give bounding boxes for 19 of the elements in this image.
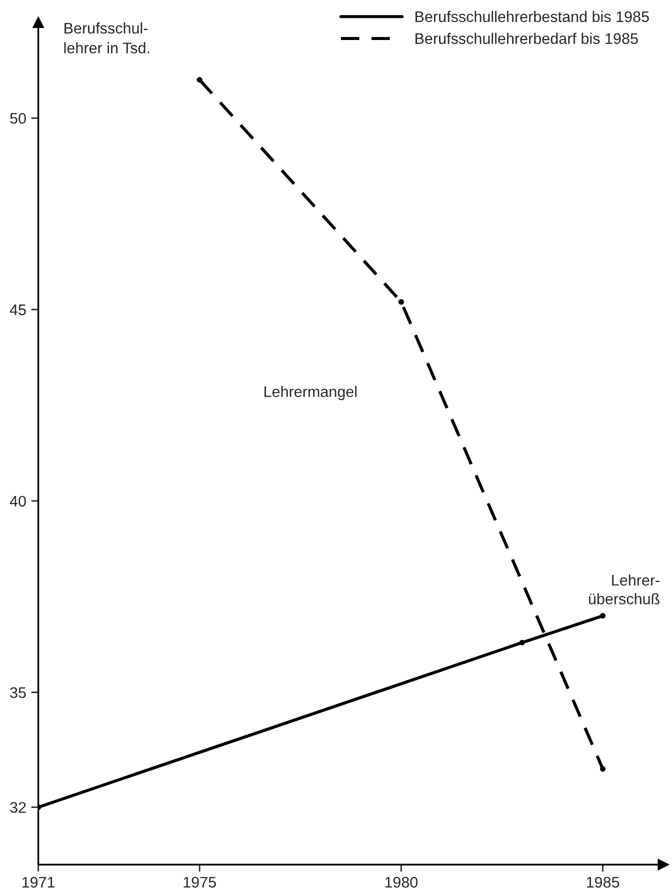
legend-label: Berufsschullehrerbedarf bis 1985 [416, 32, 638, 44]
point [196, 77, 202, 83]
y-tick-label: 32 [10, 802, 26, 813]
y-tick-label: 35 [10, 687, 26, 698]
y-tick-label: 50 [10, 112, 26, 124]
x-tick-label: 1980 [385, 876, 418, 888]
point [519, 640, 525, 646]
x-tick-label: 1975 [184, 876, 216, 888]
y-axis-title: Berufsschul- lehrer in Tsd. [64, 22, 150, 54]
annotation: Lehrer- überschuß [588, 574, 660, 604]
point [600, 613, 606, 619]
y-tick-label: 40 [10, 496, 26, 507]
x-tick-label: 1971 [22, 876, 55, 888]
point [398, 299, 404, 305]
point [600, 766, 606, 772]
legend-label: Berufsschullehrerbestand bis 1985 [416, 10, 649, 22]
annotation: Lehrermangel [264, 386, 357, 400]
y-tick-label: 45 [10, 304, 26, 316]
x-tick-label: 1985 [586, 876, 620, 888]
